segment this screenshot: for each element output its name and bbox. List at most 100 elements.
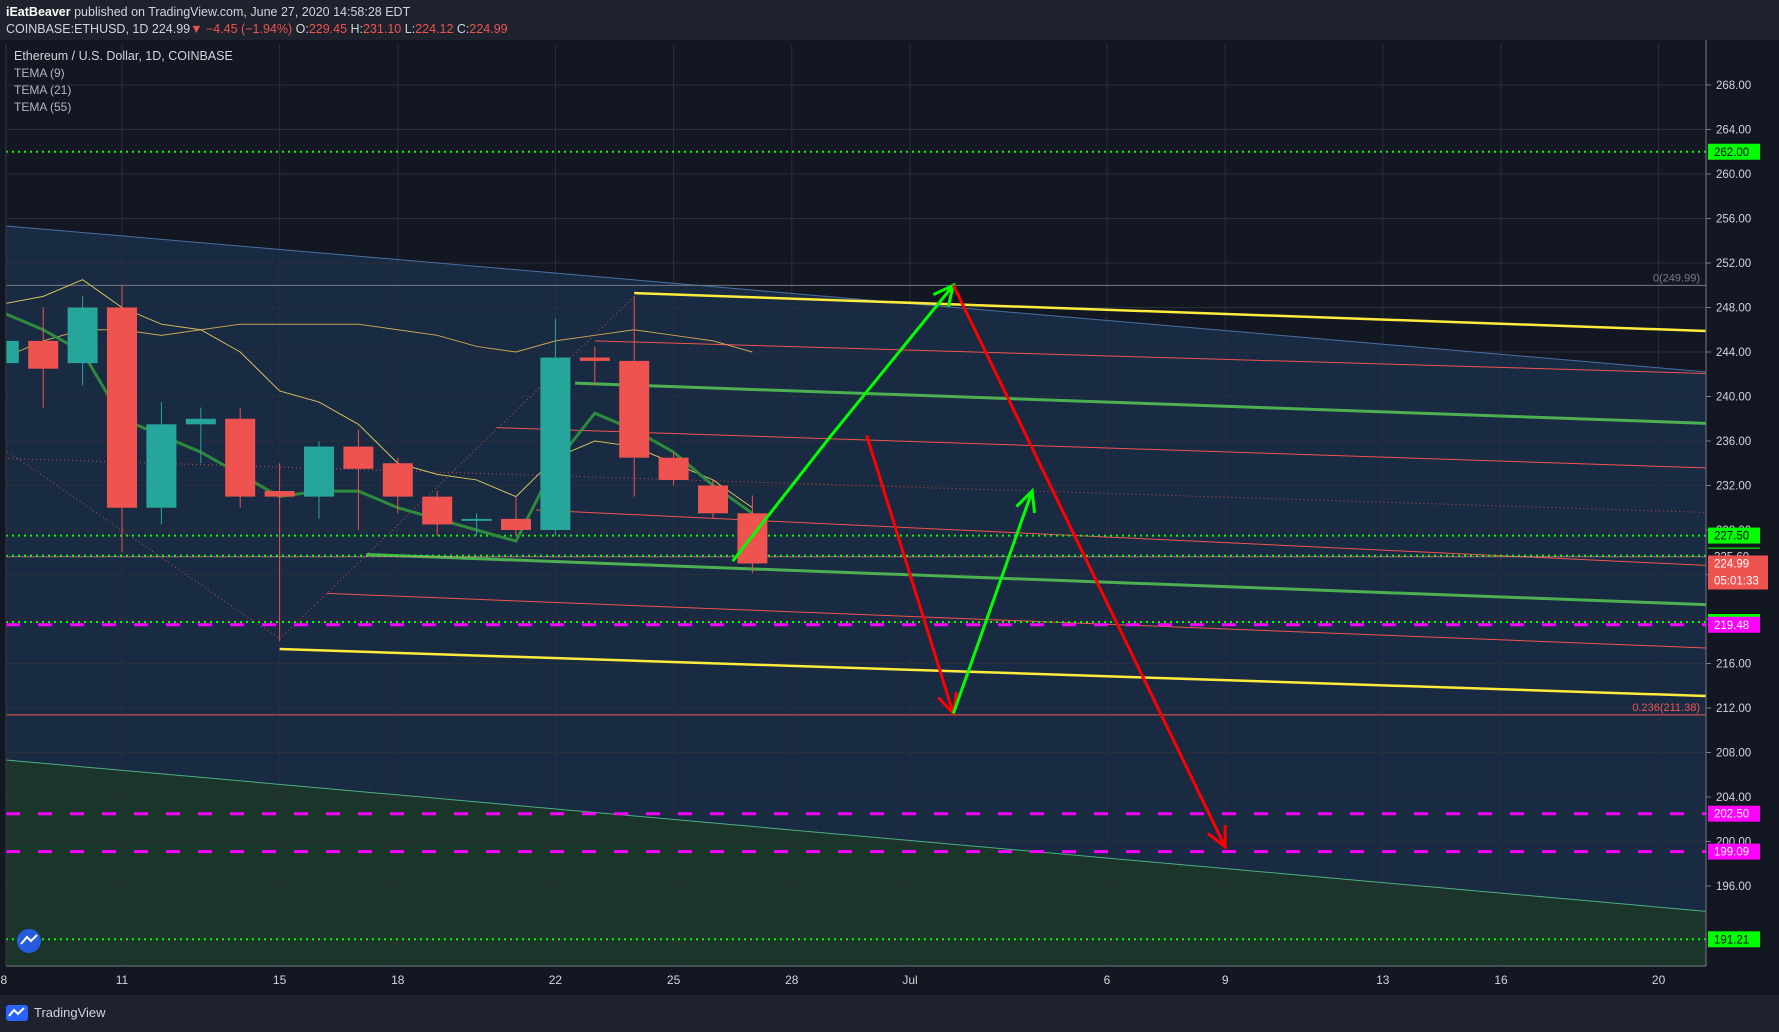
channel-upper-line — [6, 225, 1706, 373]
descending-channel-fill — [6, 225, 1706, 912]
level-badge-bg — [1708, 527, 1760, 544]
symbol-label: COINBASE:ETHUSD, 1D — [6, 22, 149, 36]
level-badge-label: 262.00 — [1714, 147, 1749, 159]
time-tick-label: 22 — [549, 973, 563, 987]
close-value: 224.99 — [469, 22, 508, 36]
candle-body — [501, 518, 531, 530]
arrow-shaft — [731, 284, 955, 563]
time-tick-label: 18 — [391, 973, 405, 987]
price-tick-label: 264.00 — [1716, 125, 1751, 137]
indicator-legend-item: TEMA (21) — [14, 83, 71, 97]
level-badge-bg — [1708, 805, 1760, 822]
publish-info: iEatBeaver published on TradingView.com,… — [6, 5, 410, 19]
candle-body — [658, 457, 689, 480]
thin-red-trend-line — [496, 427, 1706, 469]
level-price-badge: 227.50 — [1708, 527, 1760, 544]
open-label: O: — [295, 22, 309, 36]
high-label: H: — [350, 22, 364, 36]
yellow-trend-line — [634, 291, 1706, 333]
candle-body — [185, 418, 216, 425]
high-value: 231.10 — [363, 22, 402, 36]
candle-body — [540, 357, 571, 530]
tradingview-brand[interactable]: TradingView — [34, 1005, 106, 1020]
price-tick-label: 248.00 — [1716, 303, 1751, 315]
arrow-shaft — [951, 284, 1227, 848]
candle-body — [698, 485, 728, 514]
chart-title: Ethereum / U.S. Dollar, 1D, COINBASE — [14, 49, 233, 63]
chart-area[interactable]: 0(249.99) 0.236(211.38) 196.00 200.00 204.00… — [0, 40, 1779, 995]
green-trend-line — [366, 552, 1706, 607]
bar-countdown-label: 05:01:33 — [1714, 575, 1759, 587]
watermark-glyph — [20, 934, 38, 945]
plot-layer — [6, 44, 1706, 966]
candle — [422, 491, 453, 536]
price-tick-label: 216.00 — [1716, 659, 1751, 671]
candle — [658, 452, 689, 486]
price-change: ▼ −4.45 (−1.94%) — [190, 22, 293, 36]
price-tick-label: 204.00 — [1716, 792, 1751, 804]
arrow-head — [1207, 825, 1227, 851]
price-tick-label: 268.00 — [1716, 80, 1751, 92]
red-projection-arrow — [951, 284, 1227, 851]
time-tick-label: 13 — [1376, 973, 1390, 987]
current-price-bg — [1708, 555, 1768, 590]
candle — [146, 402, 177, 525]
thin-red-trend-line — [535, 509, 1706, 566]
price-tick-label: 240.00 — [1716, 392, 1751, 404]
candle — [225, 407, 256, 508]
ohlc-summary: COINBASE:ETHUSD, 1D 224.99 ▼ −4.45 (−1.94… — [6, 22, 508, 36]
level-badge-label: 227.50 — [1714, 531, 1749, 543]
watermark-circle — [17, 929, 41, 953]
candle-body — [579, 357, 610, 361]
time-tick-label: 20 — [1652, 973, 1666, 987]
candle-body — [107, 307, 137, 508]
level-badge-bg — [1708, 616, 1760, 633]
candle-body — [304, 446, 334, 497]
thin-red-trend-line — [594, 340, 1706, 374]
candle — [540, 318, 571, 536]
price-chart[interactable]: 0(249.99)0.236(211.38)196.00200.00204.00… — [0, 40, 1779, 995]
indicator-legend-item: TEMA (9) — [14, 66, 65, 80]
price-tick-label: 236.00 — [1716, 436, 1751, 448]
green-projection-arrow — [951, 487, 1037, 715]
price-tick-label: 252.00 — [1716, 258, 1751, 270]
candle-body — [146, 424, 177, 508]
candle-body — [6, 340, 19, 364]
time-tick-label: Jul — [902, 973, 917, 987]
time-tick-label: 16 — [1494, 973, 1508, 987]
candle — [304, 441, 334, 519]
current-price-label: 224.99 — [1714, 558, 1749, 570]
level-price-badge: 262.00 — [1708, 143, 1760, 160]
level-badge-bg — [1708, 143, 1760, 160]
level-price-badge: 202.50 — [1708, 805, 1760, 822]
tradingview-footer: TradingView — [0, 995, 1779, 1032]
close-label: C: — [456, 22, 470, 36]
time-tick-label: 8 — [0, 973, 7, 987]
candle — [264, 463, 295, 642]
yellow-trend-line — [279, 647, 1706, 698]
arrow-shaft — [951, 490, 1034, 715]
low-label: L: — [404, 22, 416, 36]
tradingview-logo-icon[interactable] — [6, 1005, 28, 1021]
candle — [698, 479, 728, 519]
price-tick-label: 196.00 — [1716, 881, 1751, 893]
tradingview-chart-watermark-icon — [17, 929, 41, 953]
fib-level-label: 0(249.99) — [1653, 272, 1700, 284]
price-axis-background — [1706, 40, 1779, 995]
time-tick-label: 28 — [785, 973, 799, 987]
candle — [382, 457, 413, 514]
candle-body — [461, 518, 492, 521]
support-zone-fill — [6, 760, 1706, 966]
candle — [67, 296, 98, 386]
green-trend-line — [575, 381, 1706, 425]
channel-lower-line — [6, 759, 1706, 912]
level-price-badge: 219.48 — [1708, 616, 1760, 633]
candle-body — [619, 360, 650, 458]
level-badge-bg — [1708, 931, 1760, 948]
author-name[interactable]: iEatBeaver — [6, 5, 71, 19]
candle — [343, 429, 374, 530]
candle-body — [225, 418, 256, 497]
current-price-badge: 224.99 05:01:33 — [1708, 555, 1768, 590]
arrow-head — [1015, 487, 1037, 514]
indicator-legend-item: TEMA (55) — [14, 100, 71, 114]
